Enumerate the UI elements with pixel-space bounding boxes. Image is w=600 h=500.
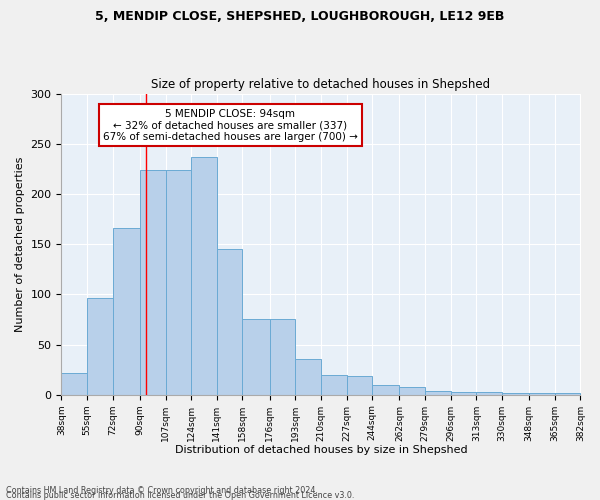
Bar <box>451 392 476 394</box>
Bar <box>321 374 347 394</box>
Bar <box>555 392 580 394</box>
Bar <box>425 390 451 394</box>
Y-axis label: Number of detached properties: Number of detached properties <box>15 156 25 332</box>
Title: Size of property relative to detached houses in Shepshed: Size of property relative to detached ho… <box>151 78 491 91</box>
Text: 5 MENDIP CLOSE: 94sqm
← 32% of detached houses are smaller (337)
67% of semi-det: 5 MENDIP CLOSE: 94sqm ← 32% of detached … <box>103 108 358 142</box>
Bar <box>400 386 425 394</box>
Bar <box>295 358 321 394</box>
Bar <box>347 376 372 394</box>
Bar <box>372 384 400 394</box>
Bar <box>87 298 113 394</box>
Bar <box>242 320 269 394</box>
Bar <box>61 372 87 394</box>
Bar <box>529 392 555 394</box>
Bar <box>502 392 529 394</box>
Bar <box>269 320 295 394</box>
X-axis label: Distribution of detached houses by size in Shepshed: Distribution of detached houses by size … <box>175 445 467 455</box>
Bar <box>191 157 217 394</box>
Text: Contains public sector information licensed under the Open Government Licence v3: Contains public sector information licen… <box>6 491 355 500</box>
Bar <box>166 170 191 394</box>
Bar <box>476 392 502 394</box>
Text: Contains HM Land Registry data © Crown copyright and database right 2024.: Contains HM Land Registry data © Crown c… <box>6 486 318 495</box>
Text: 5, MENDIP CLOSE, SHEPSHED, LOUGHBOROUGH, LE12 9EB: 5, MENDIP CLOSE, SHEPSHED, LOUGHBOROUGH,… <box>95 10 505 23</box>
Bar <box>217 249 242 394</box>
Bar <box>113 228 140 394</box>
Bar <box>140 170 166 394</box>
